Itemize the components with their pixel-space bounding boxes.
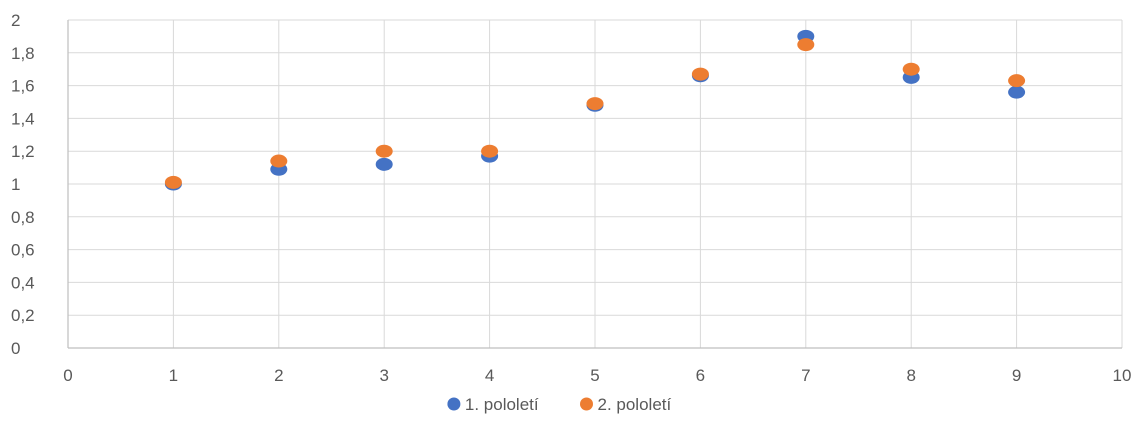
x-tick-label: 3 bbox=[379, 366, 388, 385]
x-tick-label: 2 bbox=[274, 366, 283, 385]
x-tick-label: 4 bbox=[485, 366, 494, 385]
legend-marker bbox=[447, 397, 461, 411]
axes bbox=[67, 20, 1122, 349]
y-tick-label: 1,2 bbox=[11, 142, 35, 161]
y-tick-label: 1,8 bbox=[11, 44, 35, 63]
series-2-points bbox=[164, 38, 1026, 189]
x-tick-label: 9 bbox=[1012, 366, 1021, 385]
x-tick-label: 0 bbox=[63, 366, 72, 385]
data-points bbox=[164, 29, 1026, 191]
legend-label: 1. pololetí bbox=[465, 395, 539, 414]
y-tick-label: 0 bbox=[11, 339, 20, 358]
data-point bbox=[1008, 85, 1026, 99]
legend: 1. pololetí 2. pololetí bbox=[447, 395, 671, 414]
y-tick-label: 2 bbox=[11, 11, 20, 30]
x-tick-label: 5 bbox=[590, 366, 599, 385]
legend-marker bbox=[580, 397, 593, 411]
grid-lines bbox=[68, 19, 1123, 348]
x-tick-labels: 0 1 2 3 4 5 6 7 8 9 10 bbox=[63, 366, 1131, 385]
data-point bbox=[902, 62, 920, 76]
x-tick-label: 6 bbox=[696, 366, 705, 385]
y-tick-label: 1,4 bbox=[11, 109, 35, 128]
x-tick-label: 8 bbox=[906, 366, 915, 385]
y-tick-label: 0,2 bbox=[11, 306, 35, 325]
y-tick-labels: 0 0,2 0,4 0,6 0,8 1 1,2 1,4 1,6 1,8 2 bbox=[11, 11, 35, 358]
data-point bbox=[375, 144, 393, 158]
x-tick-label: 1 bbox=[169, 366, 178, 385]
legend-item-1: 1. pololetí bbox=[447, 395, 539, 414]
data-point bbox=[586, 97, 604, 111]
data-point bbox=[164, 175, 182, 189]
data-point bbox=[375, 157, 393, 171]
y-tick-label: 0,8 bbox=[11, 208, 35, 227]
data-point bbox=[1008, 74, 1026, 88]
x-tick-label: 7 bbox=[801, 366, 810, 385]
data-point bbox=[797, 38, 815, 52]
y-tick-label: 0,6 bbox=[11, 241, 35, 260]
x-tick-label: 10 bbox=[1113, 366, 1132, 385]
legend-item-2: 2. pololetí bbox=[580, 395, 671, 414]
data-point bbox=[270, 154, 288, 168]
data-point bbox=[481, 144, 499, 158]
y-tick-label: 1 bbox=[11, 175, 20, 194]
y-tick-label: 1,6 bbox=[11, 77, 35, 96]
legend-label: 2. pololetí bbox=[598, 395, 672, 414]
y-tick-label: 0,4 bbox=[11, 273, 35, 292]
data-point bbox=[691, 67, 709, 81]
